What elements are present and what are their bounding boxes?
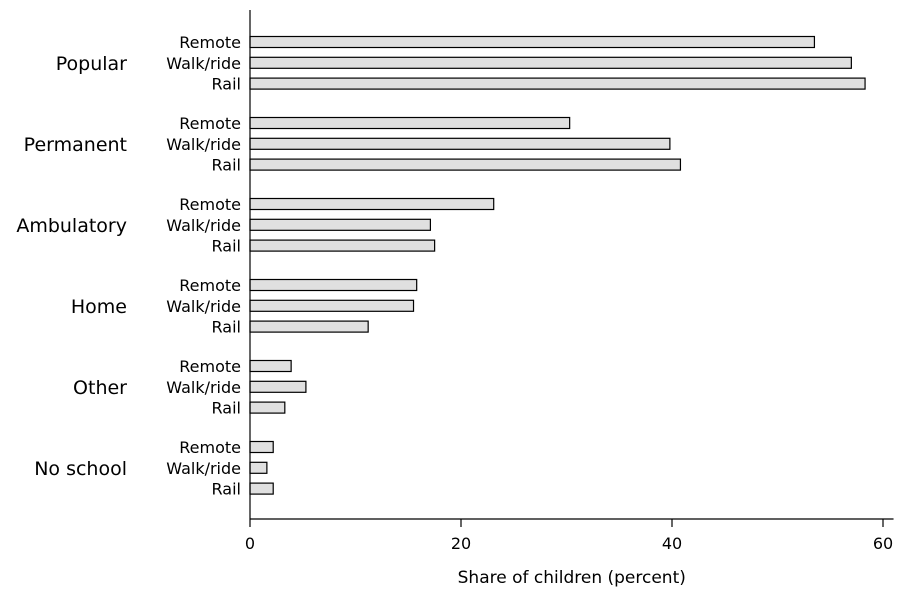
bar bbox=[249, 239, 436, 252]
bar-label: Rail bbox=[212, 318, 241, 337]
bar-label: Walk/ride bbox=[166, 378, 241, 397]
bar-group: Home Remote Walk/ride Rail bbox=[71, 276, 418, 337]
bar bbox=[249, 218, 432, 231]
bar bbox=[249, 299, 415, 312]
bar bbox=[249, 77, 866, 90]
x-tick-label: 60 bbox=[873, 534, 893, 553]
bar bbox=[249, 278, 418, 292]
bar bbox=[249, 56, 852, 69]
bar-group: Ambulatory Remote Walk/ride Rail bbox=[16, 195, 495, 256]
bar-label: Walk/ride bbox=[166, 297, 241, 316]
bar-label: Remote bbox=[179, 438, 241, 457]
bar-group: No school Remote Walk/ride Rail bbox=[34, 438, 274, 499]
bar bbox=[249, 158, 682, 171]
x-axis-ticks: 0 20 40 60 bbox=[245, 519, 893, 553]
bar-label: Remote bbox=[179, 195, 241, 214]
bar-label: Remote bbox=[179, 33, 241, 52]
bar bbox=[249, 359, 292, 373]
group-label: Ambulatory bbox=[16, 215, 127, 237]
bar bbox=[249, 116, 571, 130]
bar-label: Rail bbox=[212, 237, 241, 256]
group-label: Home bbox=[71, 296, 127, 318]
bar-label: Rail bbox=[212, 399, 241, 418]
group-label: No school bbox=[34, 458, 127, 480]
bar-group: Popular Remote Walk/ride Rail bbox=[56, 33, 866, 94]
bar bbox=[249, 35, 816, 49]
bar bbox=[249, 482, 274, 495]
bar-group: Permanent Remote Walk/ride Rail bbox=[24, 114, 682, 175]
bar bbox=[249, 401, 286, 414]
bar bbox=[249, 197, 495, 211]
bar-label: Walk/ride bbox=[166, 459, 241, 478]
bar-label: Remote bbox=[179, 114, 241, 133]
plot-area: Popular Remote Walk/ride Rail Permanent Remot… bbox=[16, 33, 866, 499]
bar-label: Walk/ride bbox=[166, 135, 241, 154]
bar bbox=[249, 380, 307, 393]
group-label: Other bbox=[73, 377, 127, 399]
bar-label: Remote bbox=[179, 276, 241, 295]
x-tick-label: 0 bbox=[245, 534, 255, 553]
bar bbox=[249, 461, 268, 474]
group-label: Permanent bbox=[24, 134, 127, 156]
bar bbox=[249, 440, 274, 454]
bar-label: Walk/ride bbox=[166, 216, 241, 235]
bar-label: Remote bbox=[179, 357, 241, 376]
x-axis-title: Share of children (percent) bbox=[458, 568, 686, 588]
bar-label: Walk/ride bbox=[166, 54, 241, 73]
bar-group: Other Remote Walk/ride Rail bbox=[73, 357, 307, 418]
bar bbox=[249, 137, 671, 150]
bar-label: Rail bbox=[212, 75, 241, 94]
bar-label: Rail bbox=[212, 480, 241, 499]
bar-label: Rail bbox=[212, 156, 241, 175]
group-label: Popular bbox=[56, 53, 127, 75]
bar bbox=[249, 320, 369, 333]
x-tick-label: 40 bbox=[662, 534, 682, 553]
x-tick-label: 20 bbox=[451, 534, 471, 553]
